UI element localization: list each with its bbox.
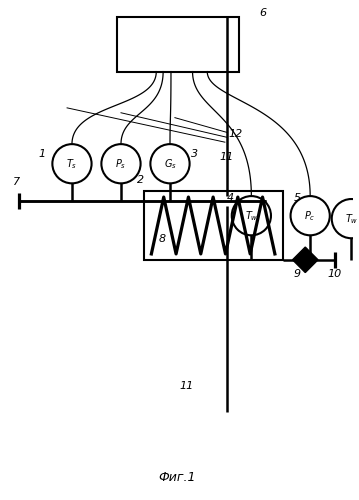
Text: 5: 5 xyxy=(294,193,300,203)
Polygon shape xyxy=(293,247,318,272)
Text: $G_s$: $G_s$ xyxy=(164,157,177,170)
Text: 3: 3 xyxy=(191,149,198,159)
Text: 4: 4 xyxy=(227,193,234,203)
Text: Фиг.1: Фиг.1 xyxy=(159,471,196,484)
Text: 6: 6 xyxy=(260,8,267,18)
Text: 12: 12 xyxy=(229,130,243,140)
Text: 1: 1 xyxy=(39,149,46,159)
Text: $T_w$: $T_w$ xyxy=(244,209,258,222)
Text: $T_s$: $T_s$ xyxy=(66,157,78,170)
Text: 9: 9 xyxy=(294,270,300,280)
Text: 8: 8 xyxy=(158,234,165,244)
Text: 11: 11 xyxy=(219,152,233,162)
Text: $T_w$: $T_w$ xyxy=(345,212,358,226)
Bar xyxy=(117,16,239,72)
Text: 11: 11 xyxy=(180,381,194,391)
Text: 7: 7 xyxy=(13,178,20,188)
Text: $P_s$: $P_s$ xyxy=(115,157,127,170)
Text: 2: 2 xyxy=(137,176,144,186)
Bar xyxy=(144,191,283,260)
Text: $P_c$: $P_c$ xyxy=(304,209,316,222)
Text: 10: 10 xyxy=(328,270,342,280)
